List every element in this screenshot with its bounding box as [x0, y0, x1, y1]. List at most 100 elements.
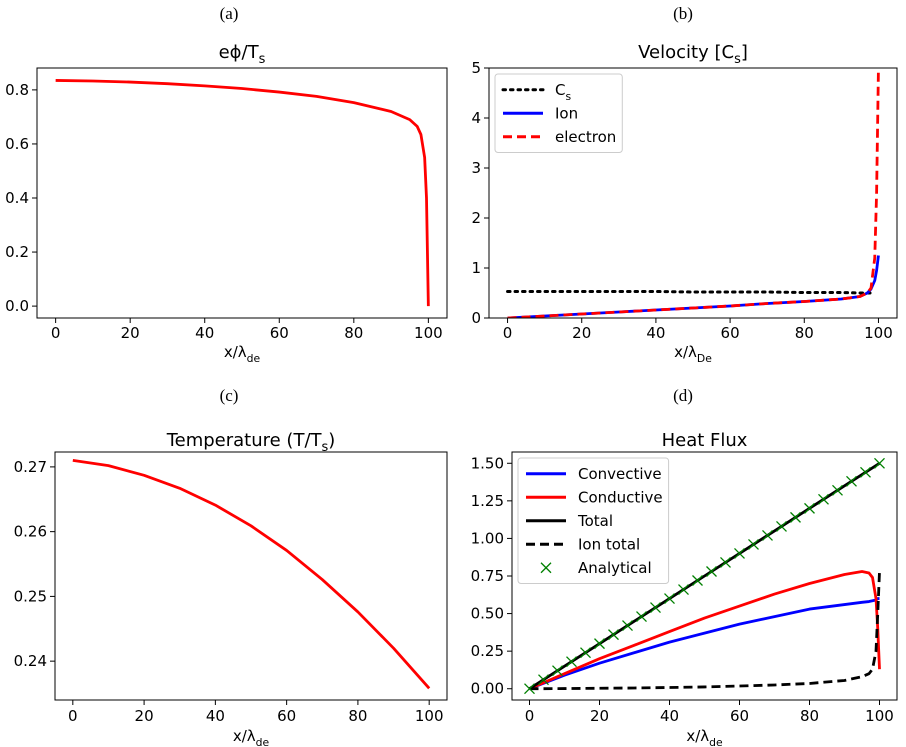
marker: [874, 457, 885, 469]
legend-label: Convective: [578, 465, 662, 483]
marker: [692, 575, 703, 586]
series-line: [506, 290, 877, 295]
x-tick-label: 100: [415, 707, 444, 725]
marker: [734, 547, 745, 559]
x-tick-label: 60: [270, 324, 289, 342]
legend-label: Ion total: [578, 535, 640, 553]
marker: [538, 674, 549, 686]
axes-frame: [488, 67, 898, 319]
x-tick-label: 80: [800, 707, 819, 725]
x-tick-label: 100: [864, 324, 893, 342]
x-tick-label: 0: [68, 707, 78, 725]
y-tick-label: 1.00: [471, 529, 504, 547]
plot-area: [524, 457, 885, 695]
x-tick-label: 20: [135, 707, 154, 725]
marker: [622, 620, 633, 632]
marker: [552, 665, 563, 677]
marker: [804, 502, 815, 514]
y-tick-label: 0.2: [5, 243, 29, 261]
legend-marker: [540, 562, 552, 574]
x-tick-label: 0: [51, 324, 61, 342]
series-line: [528, 462, 881, 690]
plot-area: [72, 459, 431, 690]
chart-title: Heat Flux: [662, 430, 748, 451]
x-tick-label: 20: [121, 324, 140, 342]
y-tick-label: 0: [471, 309, 481, 327]
y-tick-label: 4: [471, 109, 481, 127]
marker: [650, 602, 661, 614]
series-line: [72, 459, 431, 690]
x-tick-label: 40: [660, 707, 679, 725]
y-tick-label: 0.75: [471, 567, 504, 585]
y-tick-label: 1.25: [471, 492, 504, 510]
x-tick-label: 60: [730, 707, 749, 725]
marker: [608, 629, 619, 641]
marker: [790, 511, 801, 523]
panel: (d) Heat Flux x/λde 0 20 40 60 80 100 0.00 0.25 0.5…: [471, 386, 898, 747]
marker: [706, 566, 717, 577]
x-tick-label: 20: [572, 324, 591, 342]
x-tick-label: 40: [206, 707, 225, 725]
y-tick-label: 0.00: [471, 680, 504, 698]
y-tick-label: 0.24: [14, 652, 47, 670]
axes-frame: [511, 451, 898, 701]
y-tick-label: 2: [471, 209, 481, 227]
marker: [720, 557, 731, 568]
x-tick-label: 100: [865, 707, 894, 725]
plot-area: [506, 68, 880, 318]
y-tick-label: 0.8: [5, 81, 29, 99]
legend-frame: [517, 457, 670, 584]
series-line: [55, 79, 430, 307]
panel-label: (a): [220, 4, 239, 23]
legend-label: Conductive: [578, 488, 663, 506]
legend: Convective Conductive Total Ion total Analyt…: [517, 457, 670, 584]
y-tick-label: 0.6: [5, 135, 29, 153]
y-tick-label: 0.26: [14, 523, 47, 541]
marker: [762, 529, 773, 541]
legend-label: Cs: [555, 81, 571, 103]
panel: (c) Temperature (T/Ts) x/λde 0 20 40 60 80 100 0.…: [14, 386, 448, 747]
chart-title: eϕ/Ts: [219, 42, 266, 67]
panel-label: (c): [220, 386, 239, 405]
x-tick-label: 20: [590, 707, 609, 725]
legend-label: electron: [555, 128, 616, 146]
legend-label: Analytical: [578, 559, 652, 577]
panel: (a) eϕ/Ts x/λde 0 20 40 60 80 100 0.0 0.2 0.4 0.6 0.8: [5, 4, 448, 365]
marker: [846, 475, 857, 487]
x-tick-label: 0: [525, 707, 535, 725]
y-tick-label: 0.0: [5, 297, 29, 315]
y-tick-label: 0.50: [471, 605, 504, 623]
y-tick-label: 0.25: [14, 587, 47, 605]
series-line: [529, 571, 881, 691]
x-tick-label: 0: [503, 324, 513, 342]
marker: [594, 638, 605, 650]
y-tick-label: 5: [471, 59, 481, 77]
marker: [678, 584, 689, 595]
y-tick-label: 3: [471, 159, 481, 177]
marker: [524, 683, 535, 695]
x-axis-label: x/λde: [224, 343, 261, 365]
series-line: [528, 597, 880, 691]
x-tick-label: 40: [646, 324, 665, 342]
marker: [636, 611, 647, 623]
marker: [832, 484, 843, 496]
marker: [566, 656, 577, 668]
marker: [860, 466, 871, 478]
chart-title: Velocity [Cs]: [638, 42, 748, 67]
legend-frame: [494, 73, 623, 153]
x-tick-label: 60: [277, 707, 296, 725]
marker: [580, 647, 591, 659]
x-tick-label: 80: [795, 324, 814, 342]
panel-label: (d): [673, 386, 693, 405]
marker: [818, 493, 829, 505]
y-tick-label: 1.50: [471, 454, 504, 472]
x-tick-label: 60: [721, 324, 740, 342]
x-tick-label: 40: [195, 324, 214, 342]
x-axis-label: x/λde: [233, 727, 270, 747]
series-line: [507, 68, 880, 318]
y-tick-label: 0.25: [471, 642, 504, 660]
axes-frame: [36, 67, 448, 319]
panel-label: (b): [673, 4, 693, 23]
